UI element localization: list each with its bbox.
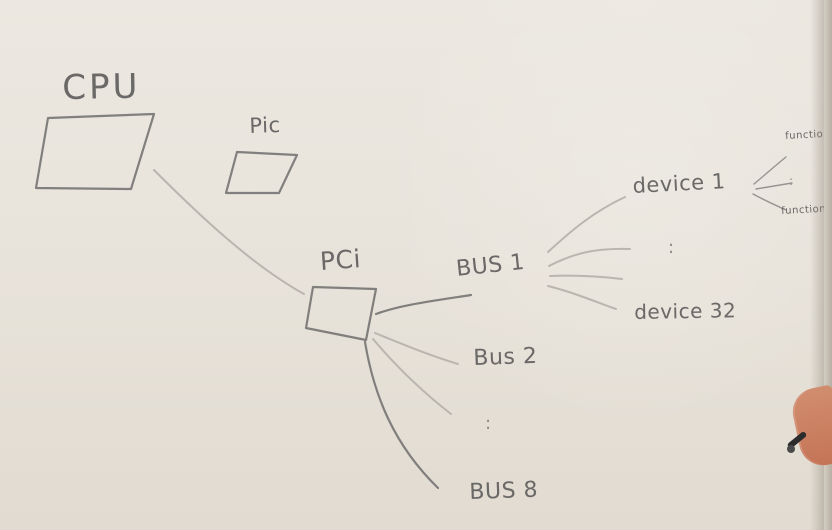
marker-tip-icon [787,445,795,453]
device-1-to-function-mid-line [755,182,793,190]
bus-ellipsis: : [485,413,492,434]
bus-1-to-device-line-3 [549,274,623,280]
pic-box [224,150,299,195]
device-ellipsis: : [668,237,675,258]
cpu-label: CPU [62,66,141,108]
function-ellipsis: : [789,174,794,188]
bus-8-label: BUS 8 [469,477,539,505]
pci-to-bus-1-line [374,293,473,316]
pci-to-bus-8-line [363,340,440,490]
bus-1-to-device-1-line [547,196,626,253]
pci-box [304,285,378,342]
board-frame [824,0,832,530]
bus-1-to-device-32-line [547,285,617,310]
bus-2-label: Bus 2 [473,343,538,371]
pci-to-bus-2-line [374,332,459,365]
device-1-to-function-bottom-line [752,193,787,211]
cpu-to-pci-line [153,169,305,295]
pci-label: PCi [319,244,362,276]
pic-label: Pic [249,112,281,138]
cpu-box [34,112,156,191]
device-32-label: device 32 [634,298,737,324]
pci-to-bus-3-line [372,338,452,415]
bus-1-to-device-line-2 [548,247,631,267]
device-1-label: device 1 [632,169,727,198]
device-1-to-function-top-line [753,156,787,185]
